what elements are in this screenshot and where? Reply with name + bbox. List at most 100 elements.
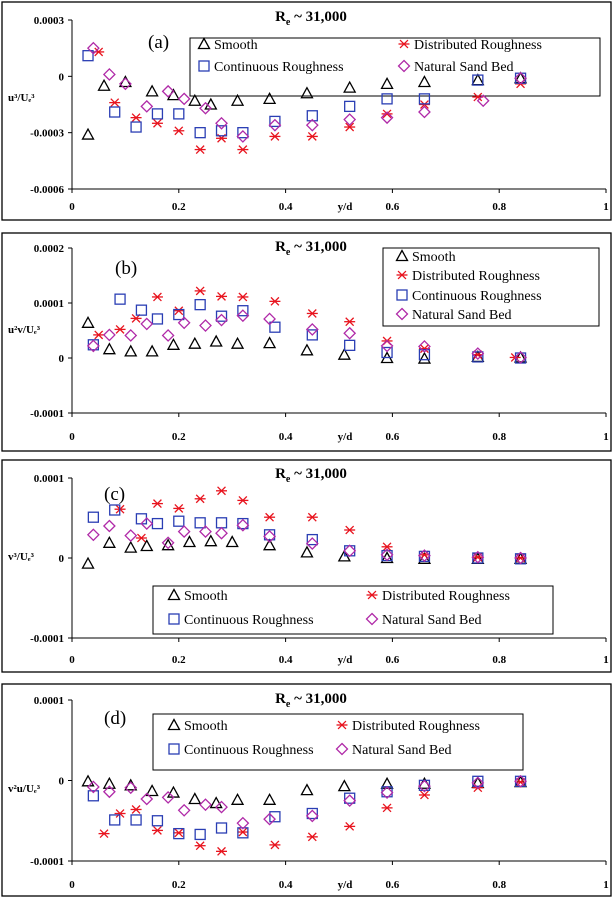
x-tick-label: 0.6 (386, 201, 400, 213)
asterisk-stroke (217, 486, 226, 496)
legend-label: Distributed Roughness (412, 269, 540, 284)
data-point (306, 132, 318, 141)
data-point (182, 535, 197, 548)
x-tick-label: 0 (69, 431, 75, 443)
diamond-marker (476, 94, 490, 108)
diamond-marker (199, 101, 212, 115)
legend-marker (396, 270, 408, 280)
square-marker (173, 308, 185, 321)
asterisk-stroke (397, 270, 407, 280)
diamond-marker (343, 113, 357, 126)
data-point (194, 494, 206, 504)
diamond-marker (177, 803, 191, 817)
data-point (305, 118, 319, 132)
data-point (209, 334, 223, 347)
title-subscript: e (286, 699, 291, 710)
square-marker (173, 827, 185, 840)
data-point (344, 525, 356, 535)
legend-marker (395, 249, 409, 262)
data-point (124, 344, 138, 357)
triangle-marker (188, 93, 202, 106)
diamond-marker (335, 742, 349, 756)
legend-label: Natural Sand Bed (382, 613, 482, 628)
triangle-marker (343, 80, 357, 93)
legend-marker (397, 59, 411, 73)
square-marker (306, 110, 318, 122)
diamond-marker (263, 312, 276, 326)
legend-label: Continuous Roughness (184, 613, 314, 628)
data-point (173, 108, 185, 120)
chart-title: Re ~ 31,000 (275, 239, 347, 258)
series-natural-sand-bed (86, 309, 527, 364)
square-marker (215, 125, 228, 137)
triangle-marker (230, 336, 245, 349)
x-tick-label: 0.8 (492, 431, 506, 443)
title-main: R (275, 239, 286, 255)
data-point (418, 349, 431, 361)
square-marker (269, 115, 281, 128)
data-point (130, 814, 142, 826)
triangle-marker (81, 127, 95, 140)
square-marker (418, 349, 431, 361)
square-marker (173, 108, 185, 120)
triangle-marker (102, 776, 116, 789)
diamond-marker (199, 798, 212, 812)
data-point (306, 110, 318, 122)
data-point (151, 499, 163, 509)
data-point (471, 550, 485, 564)
asterisk-stroke (115, 809, 125, 818)
data-point (418, 779, 431, 793)
legend-label: Distributed Roughness (382, 589, 510, 604)
legend-label: Natural Sand Bed (352, 743, 452, 758)
square-marker (306, 807, 318, 820)
legend: Smooth Distributed Roughness Continuous Ro… (382, 247, 600, 327)
diamond-marker (86, 339, 100, 353)
triangle-marker (188, 792, 202, 805)
data-point (124, 529, 138, 543)
y-tick-label: 0.0002 (34, 243, 65, 255)
square-marker (344, 100, 356, 113)
x-tick-label: 0.6 (386, 654, 400, 666)
data-point (215, 800, 228, 814)
asterisk-stroke (399, 39, 409, 49)
asterisk-stroke (420, 344, 429, 354)
diamond-marker (199, 319, 212, 332)
x-tick-label: 0.4 (279, 654, 293, 666)
title-suffix: ~ 31,000 (290, 9, 347, 25)
data-point (381, 542, 393, 552)
data-point (194, 841, 206, 851)
x-tick-label: 0.8 (492, 201, 506, 213)
data-point (188, 93, 202, 106)
title-background (253, 464, 369, 483)
asterisk-stroke (270, 840, 280, 850)
square-marker (168, 613, 180, 625)
diamond-marker (305, 118, 319, 132)
data-point (263, 312, 276, 326)
legend-marker (167, 718, 181, 731)
data-point (300, 86, 314, 99)
square-marker (151, 108, 164, 120)
data-point (102, 342, 116, 355)
y-axis-label: u³/Uₑ³ (8, 92, 35, 104)
data-point (199, 525, 212, 539)
data-point (109, 98, 121, 108)
diamond-marker (418, 549, 431, 563)
data-point (161, 790, 175, 804)
data-point (173, 515, 185, 527)
diamond-marker (86, 528, 100, 542)
data-point (173, 827, 185, 840)
square-marker (194, 517, 206, 529)
y-tick-label: 0.0001 (34, 695, 64, 707)
triangle-marker (262, 538, 277, 551)
data-point (102, 535, 116, 548)
data-point (109, 504, 121, 516)
asterisk-stroke (195, 145, 205, 154)
legend-label: Continuous Roughness (184, 743, 314, 758)
data-point (337, 779, 351, 792)
triangle-marker (337, 779, 351, 792)
square-marker (114, 293, 126, 305)
data-point (188, 336, 202, 349)
triangle-marker (262, 336, 277, 349)
data-point (230, 93, 245, 106)
legend-marker (168, 743, 180, 755)
